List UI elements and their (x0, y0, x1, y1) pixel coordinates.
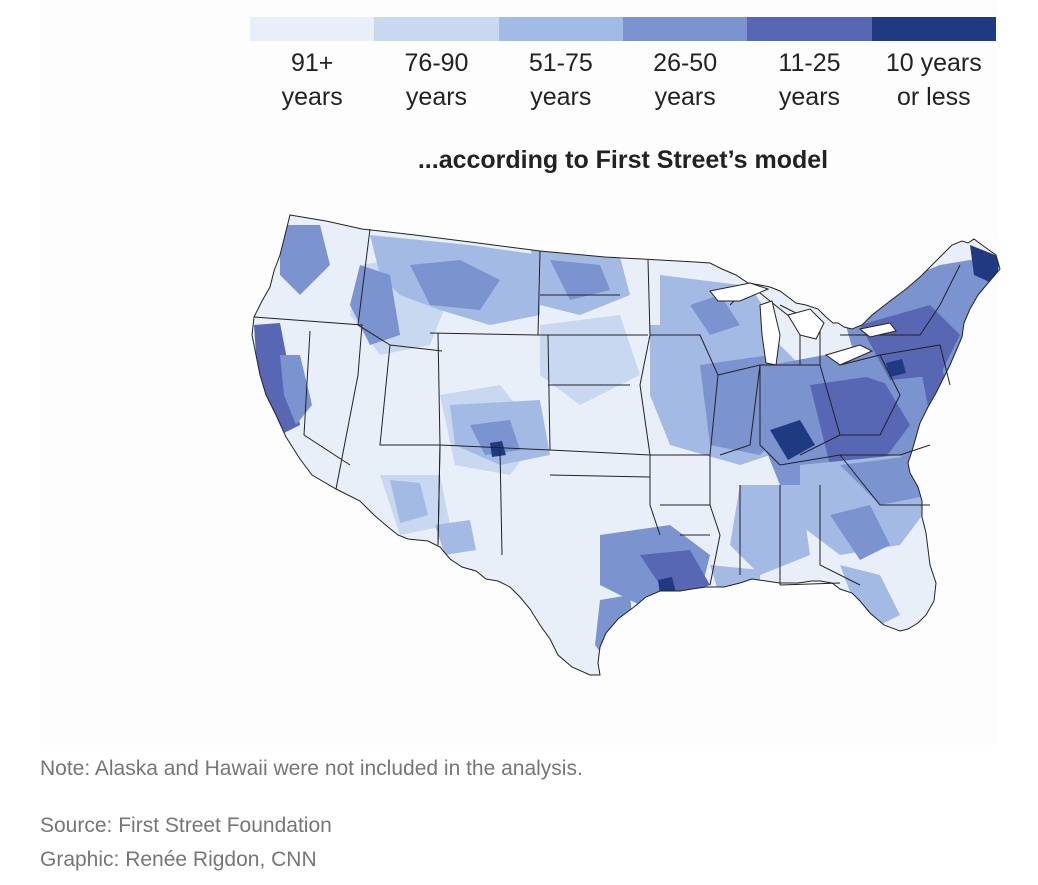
map-title: ...according to First Street’s model (417, 146, 829, 174)
legend-label: 91+ years (250, 46, 374, 114)
legend-swatch-51-75 (498, 17, 623, 41)
legend-label-line2: years (654, 83, 716, 111)
legend-label: 51-75 years (499, 46, 623, 114)
state-borders (251, 214, 1001, 676)
legend-label: 11-25 years (747, 46, 871, 114)
legend-color-bar (250, 17, 996, 41)
source-credit: Source: First Street Foundation (40, 814, 332, 837)
legend-label: 26-50 years (623, 46, 747, 114)
legend-label-line2: years (405, 83, 468, 111)
legend-label-line2: years (530, 83, 592, 111)
graphic-credit: Graphic: Renée Rigdon, CNN (40, 848, 317, 871)
legend-label-line2: years (281, 83, 343, 111)
legend-label-line2: or less (896, 83, 971, 111)
legend-swatch-76-90 (374, 17, 499, 41)
legend-label: 76-90 years (374, 46, 498, 114)
footnote: Note: Alaska and Hawaii were not include… (40, 757, 583, 780)
legend-label-line1: 91+ (290, 49, 334, 77)
legend-label-line1: 76-90 (404, 49, 469, 77)
great-lakes (709, 282, 897, 366)
map-choropleth-fill (252, 215, 1000, 675)
legend-label-line2: years (778, 83, 841, 111)
legend-label: 10 years or less (872, 46, 996, 114)
legend-labels: 91+ years 76-90 years 51-75 years 26-50 … (250, 46, 996, 114)
map-container (240, 205, 1010, 685)
legend-swatch-91-plus (250, 17, 375, 41)
legend-swatch-11-25 (747, 17, 872, 41)
legend-label-line1: 10 years (885, 49, 982, 77)
legend-swatch-26-50 (622, 17, 748, 41)
legend-label-line1: 51-75 (528, 49, 593, 77)
legend-label-line1: 26-50 (653, 49, 718, 77)
legend-swatch-10-or-less (871, 17, 996, 41)
us-choropleth-map (251, 214, 1001, 676)
legend-label-line1: 11-25 (778, 49, 841, 77)
